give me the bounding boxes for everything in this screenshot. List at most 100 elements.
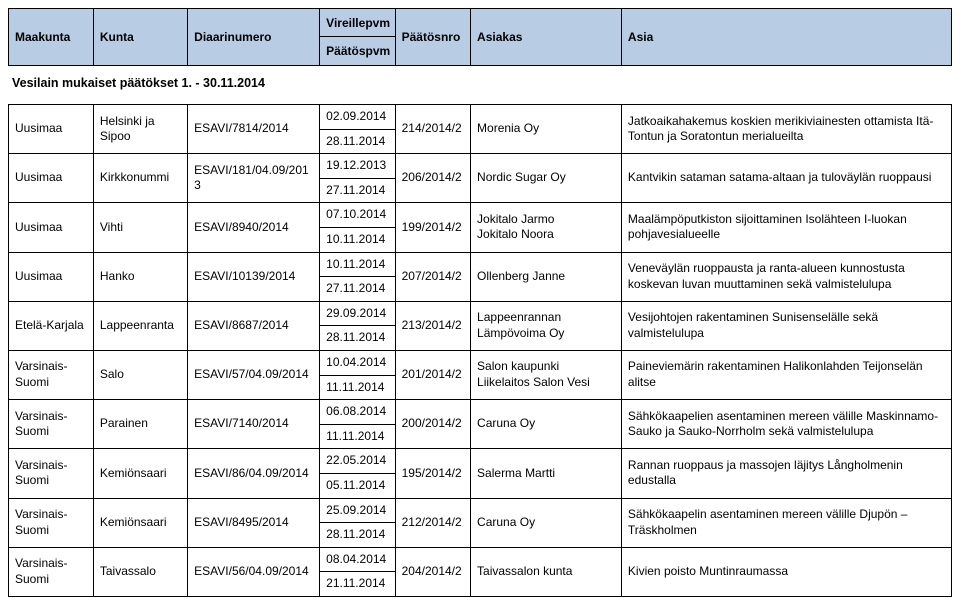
table-row: UusimaaHelsinki ja SipooESAVI/7814/20140… bbox=[9, 105, 952, 154]
cell-asia: Vesijohtojen rakentaminen Sunisenselälle… bbox=[621, 301, 951, 350]
cell-asia: Maalämpöputkiston sijoittaminen Isolähte… bbox=[621, 203, 951, 252]
cell-diaari: ESAVI/8687/2014 bbox=[188, 301, 320, 350]
cell-maakunta: Varsinais-Suomi bbox=[9, 350, 94, 399]
cell-asiakas: Lappeenrannan Lämpövoima Oy bbox=[471, 301, 622, 350]
cell-maakunta: Uusimaa bbox=[9, 154, 94, 203]
cell-paatospvm: 05.11.2014 bbox=[320, 474, 394, 498]
col-maakunta: Maakunta bbox=[9, 9, 94, 66]
cell-maakunta: Varsinais-Suomi bbox=[9, 498, 94, 547]
table-row: Varsinais-SuomiSaloESAVI/57/04.09/201410… bbox=[9, 350, 952, 399]
cell-paatospvm: 10.11.2014 bbox=[320, 228, 394, 252]
cell-kunta: Kemiönsaari bbox=[93, 449, 187, 498]
cell-asiakas: Salerma Martti bbox=[471, 449, 622, 498]
cell-kunta: Taivassalo bbox=[93, 547, 187, 596]
cell-paatosnro: 206/2014/2 bbox=[395, 154, 470, 203]
cell-vireillepvm: 02.09.2014 bbox=[320, 105, 394, 130]
cell-paatosnro: 199/2014/2 bbox=[395, 203, 470, 252]
cell-paatospvm: 28.11.2014 bbox=[320, 130, 394, 154]
table-row: Varsinais-SuomiKemiönsaariESAVI/8495/201… bbox=[9, 498, 952, 547]
cell-kunta: Kemiönsaari bbox=[93, 498, 187, 547]
cell-paatospvm: 11.11.2014 bbox=[320, 425, 394, 449]
cell-paatospvm: 28.11.2014 bbox=[320, 523, 394, 547]
cell-asiakas: Morenia Oy bbox=[471, 105, 622, 154]
cell-asiakas: Taivassalon kunta bbox=[471, 547, 622, 596]
cell-vireillepvm: 25.09.2014 bbox=[320, 499, 394, 524]
cell-asiakas: Caruna Oy bbox=[471, 498, 622, 547]
cell-pvm: 02.09.201428.11.2014 bbox=[320, 105, 395, 154]
col-asiakas: Asiakas bbox=[471, 9, 622, 66]
cell-kunta: Salo bbox=[93, 350, 187, 399]
cell-diaari: ESAVI/57/04.09/2014 bbox=[188, 350, 320, 399]
cell-pvm: 08.04.201421.11.2014 bbox=[320, 547, 395, 596]
cell-maakunta: Uusimaa bbox=[9, 203, 94, 252]
cell-asia: Sähkökaapelin asentaminen mereen välille… bbox=[621, 498, 951, 547]
cell-vireillepvm: 10.11.2014 bbox=[320, 253, 394, 278]
cell-paatospvm: 27.11.2014 bbox=[320, 277, 394, 301]
cell-asiakas: Jokitalo JarmoJokitalo Noora bbox=[471, 203, 622, 252]
cell-asiakas: Caruna Oy bbox=[471, 400, 622, 449]
cell-pvm: 06.08.201411.11.2014 bbox=[320, 400, 395, 449]
cell-pvm: 07.10.201410.11.2014 bbox=[320, 203, 395, 252]
cell-asia: Paineviemärin rakentaminen Halikonlahden… bbox=[621, 350, 951, 399]
col-paatosnro: Päätösnro bbox=[395, 9, 470, 66]
cell-kunta: Parainen bbox=[93, 400, 187, 449]
header-row: Maakunta Kunta Diaarinumero Vireillepvm … bbox=[8, 8, 952, 66]
cell-kunta: Vihti bbox=[93, 203, 187, 252]
cell-paatosnro: 213/2014/2 bbox=[395, 301, 470, 350]
table-row: Varsinais-SuomiTaivassaloESAVI/56/04.09/… bbox=[9, 547, 952, 596]
cell-asia: Kantvikin sataman satama-altaan ja tulov… bbox=[621, 154, 951, 203]
cell-diaari: ESAVI/8940/2014 bbox=[188, 203, 320, 252]
cell-vireillepvm: 07.10.2014 bbox=[320, 203, 394, 228]
cell-pvm: 10.04.201411.11.2014 bbox=[320, 350, 395, 399]
cell-asiakas: Salon kaupunkiLiikelaitos Salon Vesi bbox=[471, 350, 622, 399]
cell-diaari: ESAVI/56/04.09/2014 bbox=[188, 547, 320, 596]
cell-diaari: ESAVI/181/04.09/2013 bbox=[188, 154, 320, 203]
cell-diaari: ESAVI/10139/2014 bbox=[188, 252, 320, 301]
page-title: Vesilain mukaiset päätökset 1. - 30.11.2… bbox=[8, 66, 952, 104]
cell-kunta: Kirkkonummi bbox=[93, 154, 187, 203]
cell-paatospvm: 28.11.2014 bbox=[320, 326, 394, 350]
col-paatospvm: Päätöspvm bbox=[320, 37, 394, 65]
col-diaari: Diaarinumero bbox=[188, 9, 320, 66]
cell-asia: Jatkoaikahakemus koskien merikiviaineste… bbox=[621, 105, 951, 154]
cell-maakunta: Etelä-Karjala bbox=[9, 301, 94, 350]
cell-asia: Veneväylän ruoppausta ja ranta-alueen ku… bbox=[621, 252, 951, 301]
table-row: Varsinais-SuomiKemiönsaariESAVI/86/04.09… bbox=[9, 449, 952, 498]
cell-paatosnro: 207/2014/2 bbox=[395, 252, 470, 301]
cell-asia: Kivien poisto Muntinraumassa bbox=[621, 547, 951, 596]
cell-paatospvm: 11.11.2014 bbox=[320, 376, 394, 400]
table-row: UusimaaVihtiESAVI/8940/201407.10.201410.… bbox=[9, 203, 952, 252]
cell-maakunta: Uusimaa bbox=[9, 252, 94, 301]
cell-kunta: Lappeenranta bbox=[93, 301, 187, 350]
cell-asiakas: Nordic Sugar Oy bbox=[471, 154, 622, 203]
data-table: UusimaaHelsinki ja SipooESAVI/7814/20140… bbox=[8, 104, 952, 597]
cell-vireillepvm: 22.05.2014 bbox=[320, 449, 394, 474]
cell-paatosnro: 212/2014/2 bbox=[395, 498, 470, 547]
cell-paatosnro: 195/2014/2 bbox=[395, 449, 470, 498]
cell-pvm: 19.12.201327.11.2014 bbox=[320, 154, 395, 203]
table-row: UusimaaHankoESAVI/10139/201410.11.201427… bbox=[9, 252, 952, 301]
cell-maakunta: Varsinais-Suomi bbox=[9, 400, 94, 449]
col-kunta: Kunta bbox=[93, 9, 187, 66]
cell-pvm: 25.09.201428.11.2014 bbox=[320, 498, 395, 547]
cell-maakunta: Varsinais-Suomi bbox=[9, 449, 94, 498]
cell-paatosnro: 201/2014/2 bbox=[395, 350, 470, 399]
cell-diaari: ESAVI/86/04.09/2014 bbox=[188, 449, 320, 498]
table-row: UusimaaKirkkonummiESAVI/181/04.09/201319… bbox=[9, 154, 952, 203]
cell-pvm: 10.11.201427.11.2014 bbox=[320, 252, 395, 301]
cell-vireillepvm: 29.09.2014 bbox=[320, 302, 394, 327]
col-vireillepvm: Vireillepvm bbox=[320, 9, 394, 37]
col-pvm: Vireillepvm Päätöspvm bbox=[320, 9, 395, 66]
cell-diaari: ESAVI/8495/2014 bbox=[188, 498, 320, 547]
cell-paatospvm: 27.11.2014 bbox=[320, 179, 394, 203]
cell-kunta: Helsinki ja Sipoo bbox=[93, 105, 187, 154]
cell-asia: Rannan ruoppaus ja massojen läjitys Lång… bbox=[621, 449, 951, 498]
cell-vireillepvm: 06.08.2014 bbox=[320, 400, 394, 425]
cell-diaari: ESAVI/7814/2014 bbox=[188, 105, 320, 154]
cell-kunta: Hanko bbox=[93, 252, 187, 301]
table-row: Etelä-KarjalaLappeenrantaESAVI/8687/2014… bbox=[9, 301, 952, 350]
col-asia: Asia bbox=[621, 9, 951, 66]
cell-vireillepvm: 19.12.2013 bbox=[320, 154, 394, 179]
cell-paatosnro: 200/2014/2 bbox=[395, 400, 470, 449]
cell-maakunta: Varsinais-Suomi bbox=[9, 547, 94, 596]
